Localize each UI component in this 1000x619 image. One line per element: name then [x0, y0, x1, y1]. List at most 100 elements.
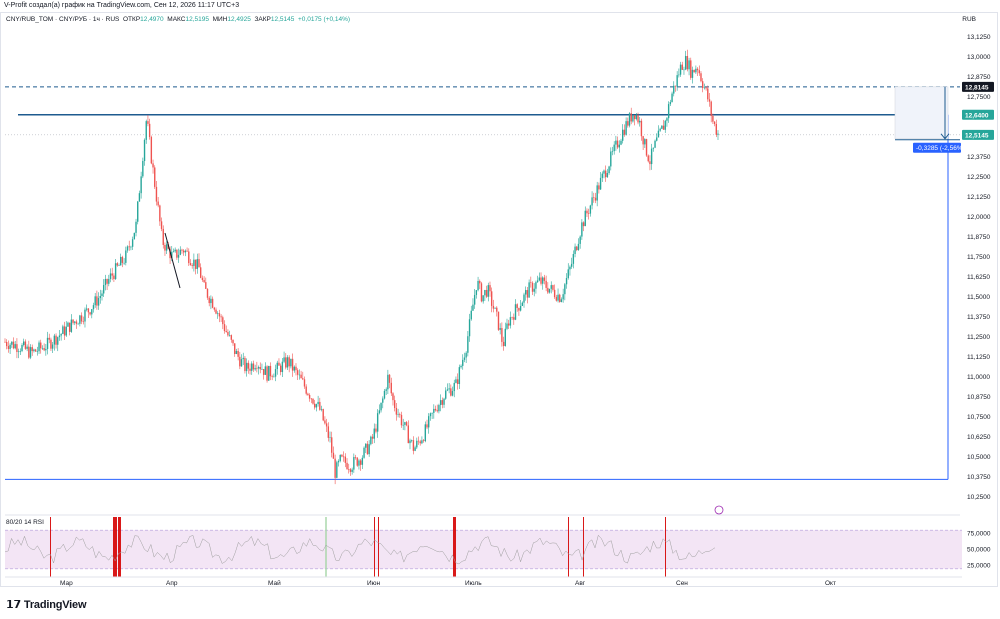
candle-body	[650, 148, 653, 165]
candle-body	[58, 335, 61, 338]
candle-body	[644, 139, 646, 145]
candle-body	[385, 389, 387, 391]
candle-body	[548, 288, 551, 293]
candle-body	[492, 305, 495, 309]
candle-body	[40, 342, 42, 349]
y-tick-label: 10,6250	[967, 434, 991, 441]
candle-body	[632, 115, 634, 122]
y-tick-label: 12,1250	[967, 194, 991, 201]
candle-body	[552, 285, 554, 290]
close-value: 12,5145	[270, 16, 295, 23]
candle-body	[596, 185, 598, 201]
candle-body	[712, 115, 714, 122]
candle-body	[300, 374, 302, 379]
candle-body	[53, 335, 56, 345]
rsi-tick-label: 25,0000	[967, 563, 991, 570]
measure-badge	[913, 142, 961, 153]
candle-body	[514, 304, 517, 320]
y-tick-label: 11,0000	[967, 374, 990, 381]
candle-body	[587, 213, 590, 214]
candle-body	[177, 254, 180, 258]
candle-body	[419, 441, 421, 444]
candle-body	[622, 129, 624, 141]
rsi-indicator-label[interactable]: 80/20 14 RSI	[6, 519, 44, 526]
price-badge-current: 12,5145	[965, 132, 989, 139]
candle-body	[574, 246, 576, 255]
candle-body	[165, 244, 168, 251]
candle-body	[234, 343, 236, 354]
candle-body	[615, 140, 617, 145]
candle-body	[518, 307, 520, 311]
candle-body	[97, 298, 100, 306]
candle-body	[439, 400, 442, 406]
candle-body	[252, 363, 255, 370]
candle-body	[154, 167, 156, 187]
candle-body	[460, 365, 462, 368]
tradingview-logo[interactable]: 𝟭𝟳 TradingView	[6, 598, 87, 611]
candle-body	[456, 379, 459, 384]
candle-body	[673, 85, 675, 94]
candle-body	[101, 293, 103, 296]
measure-arrow-head	[940, 133, 950, 140]
candle-body	[579, 236, 581, 244]
candle-body	[593, 197, 595, 198]
candle-body	[218, 313, 221, 317]
candle-body	[356, 457, 358, 466]
candle-body	[361, 457, 364, 465]
candle-body	[363, 447, 365, 458]
candle-body	[516, 304, 518, 308]
x-tick-label: Авг	[575, 580, 586, 587]
candle-body	[599, 177, 602, 190]
candle-body	[390, 382, 392, 394]
candle-body	[611, 151, 614, 152]
change-value: +0,0175 (+0,14%)	[298, 16, 351, 23]
candle-body	[519, 305, 522, 311]
candle-body	[382, 398, 384, 403]
trend-line	[164, 232, 181, 289]
candle-body	[51, 344, 54, 349]
candle-body	[407, 425, 409, 444]
symbol-name[interactable]: CNY/RUB_TOM · CNY/РУБ · 1ч · RUS	[6, 16, 120, 23]
candle-body	[324, 420, 326, 424]
candle-body	[470, 310, 472, 320]
candle-body	[296, 370, 299, 375]
candle-body	[664, 120, 666, 130]
candle-body	[703, 87, 706, 89]
y-tick-label: 10,2500	[967, 494, 991, 501]
rsi-line	[4, 534, 716, 565]
currency-label[interactable]: RUB	[962, 16, 976, 23]
candle-body	[409, 440, 411, 444]
candle-body	[249, 368, 251, 371]
candle-body	[511, 317, 513, 318]
candle-body	[487, 285, 489, 297]
candle-body	[378, 410, 381, 414]
candle-body	[696, 68, 699, 71]
low-label: МИН	[212, 16, 228, 23]
candle-body	[16, 344, 18, 352]
candle-body	[691, 69, 694, 78]
candle-body	[164, 244, 166, 251]
candle-body	[404, 422, 406, 425]
price-badge-current-bg	[962, 129, 994, 140]
candle-body	[450, 388, 452, 396]
candle-body	[679, 64, 682, 75]
candle-body	[351, 469, 353, 472]
candle-body	[205, 282, 207, 289]
candle-body	[193, 259, 195, 266]
candle-body	[276, 362, 278, 370]
candle-body	[608, 166, 610, 173]
open-label: ОТКР	[123, 16, 141, 23]
candle-body	[426, 424, 428, 428]
symbol-legend: CNY/RUB_TOM · CNY/РУБ · 1ч · RUS ОТКР 12,…	[6, 16, 350, 23]
candle-body	[341, 454, 343, 457]
candle-body	[266, 366, 268, 381]
candle-body	[594, 197, 597, 201]
candle-body	[468, 319, 471, 337]
candle-body	[635, 115, 638, 120]
candle-body	[359, 460, 362, 465]
candle-body	[339, 454, 341, 461]
candle-body	[14, 344, 16, 349]
candle-body	[448, 388, 450, 390]
candle-body	[639, 120, 641, 123]
